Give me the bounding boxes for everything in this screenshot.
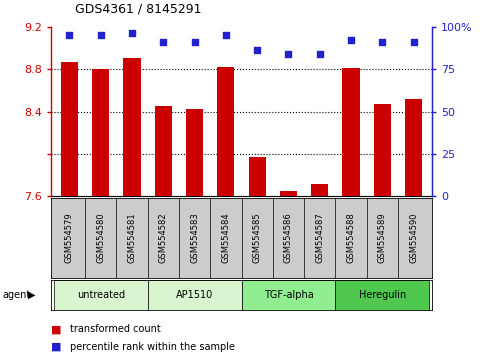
Text: ■: ■ <box>51 324 61 334</box>
Point <box>316 51 324 57</box>
Text: GSM554586: GSM554586 <box>284 213 293 263</box>
Text: GSM554581: GSM554581 <box>128 213 137 263</box>
Bar <box>148 280 242 310</box>
Point <box>159 39 167 45</box>
Bar <box>217 67 234 196</box>
Bar <box>335 280 429 310</box>
Text: AP1510: AP1510 <box>176 290 213 300</box>
Point <box>284 51 292 57</box>
Bar <box>54 280 148 310</box>
Bar <box>186 109 203 196</box>
Point <box>253 47 261 53</box>
Bar <box>61 62 78 196</box>
Bar <box>405 99 422 196</box>
Point <box>97 32 105 38</box>
Point <box>347 37 355 43</box>
Point <box>378 39 386 45</box>
Text: GSM554587: GSM554587 <box>315 213 324 263</box>
Point <box>191 39 199 45</box>
Text: TGF-alpha: TGF-alpha <box>264 290 313 300</box>
Text: GSM554583: GSM554583 <box>190 213 199 263</box>
Text: GSM554579: GSM554579 <box>65 213 74 263</box>
Text: ■: ■ <box>51 342 61 352</box>
Text: agent: agent <box>2 290 30 300</box>
Text: GSM554589: GSM554589 <box>378 213 387 263</box>
Bar <box>242 280 335 310</box>
Text: GSM554584: GSM554584 <box>221 213 230 263</box>
Point <box>66 32 73 38</box>
Bar <box>342 68 359 196</box>
Text: GSM554582: GSM554582 <box>159 213 168 263</box>
Text: untreated: untreated <box>77 290 125 300</box>
Text: transformed count: transformed count <box>70 324 161 334</box>
Text: GDS4361 / 8145291: GDS4361 / 8145291 <box>75 3 201 16</box>
Text: Heregulin: Heregulin <box>358 290 406 300</box>
Bar <box>280 191 297 196</box>
Text: GSM554590: GSM554590 <box>409 213 418 263</box>
Bar <box>92 69 109 196</box>
Point <box>128 30 136 36</box>
Text: ▶: ▶ <box>28 290 36 300</box>
Bar <box>124 58 141 196</box>
Bar <box>249 157 266 196</box>
Point <box>222 32 230 38</box>
Bar <box>155 106 172 196</box>
Bar <box>311 184 328 196</box>
Bar <box>374 104 391 196</box>
Text: GSM554588: GSM554588 <box>346 213 355 263</box>
Point <box>410 39 417 45</box>
Text: GSM554585: GSM554585 <box>253 213 262 263</box>
Text: percentile rank within the sample: percentile rank within the sample <box>70 342 235 352</box>
Text: GSM554580: GSM554580 <box>96 213 105 263</box>
